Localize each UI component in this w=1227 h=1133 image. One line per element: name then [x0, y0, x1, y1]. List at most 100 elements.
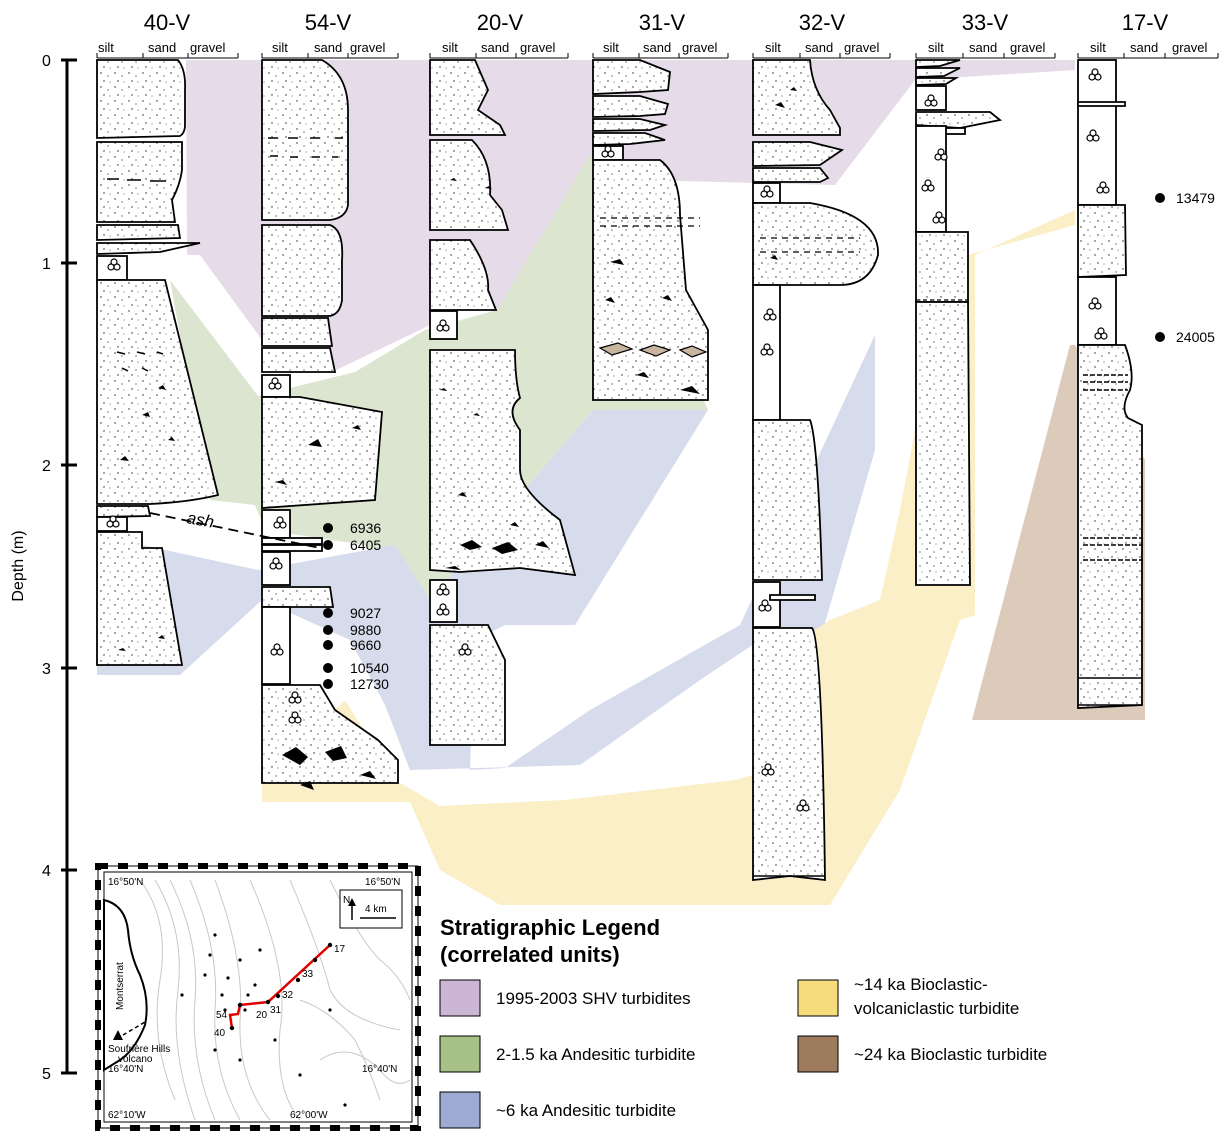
svg-text:silt: silt — [272, 40, 288, 55]
core-32V — [752, 59, 879, 882]
map-lon-right: 62°00'W — [290, 1110, 328, 1121]
date-label: 12730 — [350, 676, 389, 692]
svg-text:gravel: gravel — [190, 40, 226, 55]
depth-tick-2: 2 — [42, 458, 51, 475]
svg-text:silt: silt — [603, 40, 619, 55]
map-site-40: 40 — [214, 1028, 226, 1039]
svg-text:gravel: gravel — [682, 40, 718, 55]
date-label: 24005 — [1176, 329, 1215, 345]
radiocarbon-dates-54V: 6936 6405 9027 9880 9660 10540 12730 — [323, 520, 389, 692]
depth-axis-label: Depth (m) — [10, 530, 27, 601]
grain-scale-20V: silt sand gravel — [429, 40, 569, 59]
location-map: N 4 km 16°50'N 16°50'N 16°40'N 16°40'N 6… — [95, 863, 421, 1131]
core-title-31V: 31-V — [639, 10, 686, 35]
svg-text:gravel: gravel — [844, 40, 880, 55]
legend-label-bioclastic-14ka-2: volcaniclastic turbidite — [854, 999, 1019, 1018]
legend-label-andesitic-2ka: 2-1.5 ka Andesitic turbidite — [496, 1045, 695, 1064]
svg-text:silt: silt — [765, 40, 781, 55]
band-shv-turbidites — [186, 60, 1075, 373]
svg-text:silt: silt — [1090, 40, 1106, 55]
map-lat-top-right: 16°50'N — [365, 877, 400, 888]
svg-text:silt: silt — [928, 40, 944, 55]
legend-swatch-andesitic-6ka — [439, 1091, 481, 1129]
legend-swatch-shv — [439, 979, 481, 1017]
svg-text:gravel: gravel — [350, 40, 386, 55]
radiocarbon-dates-17V: 13479 24005 — [1155, 190, 1215, 345]
legend-swatch-bioclastic-14ka — [797, 979, 839, 1017]
core-title-54V: 54-V — [305, 10, 352, 35]
svg-text:N: N — [343, 895, 350, 906]
grain-scale-32V: silt sand gravel — [752, 40, 891, 59]
grain-scale-31V: silt sand gravel — [592, 40, 729, 59]
legend-label-andesitic-6ka: ~6 ka Andesitic turbidite — [496, 1101, 676, 1120]
core-20V — [429, 59, 577, 746]
svg-text:silt: silt — [442, 40, 458, 55]
north-arrow-scale: N 4 km — [339, 889, 403, 929]
core-title-40V: 40-V — [144, 10, 191, 35]
core-40V — [96, 59, 220, 666]
date-label: 10540 — [350, 660, 389, 676]
svg-text:sand: sand — [314, 40, 342, 55]
depth-tick-4: 4 — [42, 863, 51, 880]
ash-label: ash — [185, 508, 215, 531]
map-lon-left: 62°10'W — [108, 1110, 146, 1121]
svg-text:silt: silt — [98, 40, 114, 55]
legend-subtitle: (correlated units) — [440, 942, 620, 967]
core-headers: 40-V 54-V 20-V 31-V 32-V 33-V 17-V silt s… — [96, 10, 1219, 59]
legend-title: Stratigraphic Legend — [440, 915, 660, 940]
svg-text:sand: sand — [643, 40, 671, 55]
date-label: 13479 — [1176, 190, 1215, 206]
svg-text:sand: sand — [969, 40, 997, 55]
map-site-17: 17 — [334, 944, 346, 955]
map-site-32: 32 — [282, 990, 294, 1001]
depth-tick-3: 3 — [42, 661, 51, 678]
core-title-17V: 17-V — [1122, 10, 1169, 35]
date-label: 9660 — [350, 637, 381, 653]
map-lat-top-left: 16°50'N — [108, 877, 143, 888]
legend-label-shv: 1995-2003 SHV turbidites — [496, 989, 691, 1008]
map-site-54: 54 — [216, 1010, 228, 1021]
svg-text:gravel: gravel — [1172, 40, 1208, 55]
core-title-32V: 32-V — [799, 10, 846, 35]
svg-text:4 km: 4 km — [365, 904, 387, 915]
date-label: 9880 — [350, 622, 381, 638]
grain-scale-33V: silt sand gravel — [915, 40, 1056, 59]
date-label: 9027 — [350, 605, 381, 621]
map-volcano-label-2: volcano — [118, 1054, 153, 1065]
core-transect-line — [228, 944, 331, 1029]
depth-tick-0: 0 — [42, 53, 51, 70]
grain-scale-17V: silt sand gravel — [1077, 40, 1219, 59]
svg-text:sand: sand — [148, 40, 176, 55]
date-label: 6405 — [350, 537, 381, 553]
map-site-33: 33 — [302, 969, 314, 980]
stratigraphic-legend: Stratigraphic Legend (correlated units) … — [439, 915, 1047, 1129]
map-site-31: 31 — [270, 1005, 282, 1016]
core-title-20V: 20-V — [477, 10, 524, 35]
legend-swatch-bioclastic-24ka — [797, 1035, 839, 1073]
legend-label-bioclastic-24ka: ~24 ka Bioclastic turbidite — [854, 1045, 1047, 1064]
depth-tick-5: 5 — [42, 1066, 51, 1083]
volcano-icon — [113, 1030, 123, 1040]
band-bioclastic-14ka — [262, 210, 1075, 905]
map-site-20: 20 — [256, 1010, 268, 1021]
svg-text:gravel: gravel — [520, 40, 556, 55]
grain-scale-54V: silt sand gravel — [261, 40, 399, 59]
svg-text:sand: sand — [805, 40, 833, 55]
legend-label-bioclastic-14ka: ~14 ka Bioclastic- — [854, 975, 988, 994]
date-label: 6936 — [350, 520, 381, 536]
svg-text:gravel: gravel — [1010, 40, 1046, 55]
depth-axis: 0 1 2 3 4 5 Depth (m) — [10, 53, 77, 1083]
core-54V — [261, 59, 399, 790]
depth-tick-1: 1 — [42, 256, 51, 273]
grain-scale-40V: silt sand gravel — [96, 40, 239, 59]
map-island-label: Montserrat — [115, 962, 126, 1010]
map-lat-bottom-right: 16°40'N — [362, 1064, 397, 1075]
map-volcano-label: Soufrière Hills — [108, 1044, 170, 1055]
core-title-33V: 33-V — [962, 10, 1009, 35]
svg-text:sand: sand — [1130, 40, 1158, 55]
legend-swatch-andesitic-2ka — [439, 1035, 481, 1073]
core-33V — [915, 59, 1003, 586]
map-lat-bottom-left: 16°40'N — [108, 1064, 143, 1075]
svg-text:sand: sand — [481, 40, 509, 55]
